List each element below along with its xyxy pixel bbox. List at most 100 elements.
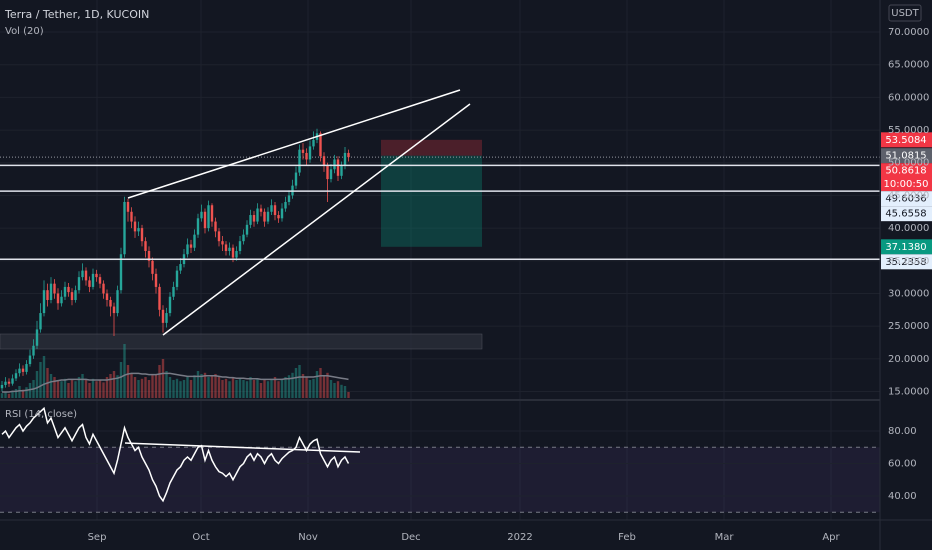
rsi-pane	[0, 406, 880, 513]
candle-body	[305, 152, 308, 160]
y-tick-label: 20.0000	[888, 354, 929, 365]
candle-body	[186, 244, 189, 255]
volume-bar	[284, 377, 287, 398]
candle-body	[193, 234, 196, 248]
volume-bar	[130, 374, 133, 398]
volume-bar	[154, 374, 158, 398]
volume-bar	[301, 374, 305, 398]
volume-bar	[263, 380, 266, 398]
price-label: 37.1380	[885, 242, 926, 253]
candle-body	[151, 260, 154, 274]
candle-body	[179, 264, 182, 271]
candle-body	[196, 218, 200, 235]
candle-body	[63, 286, 67, 297]
volume-bar	[256, 378, 259, 398]
candle-body	[252, 215, 256, 222]
candle-body	[203, 211, 207, 229]
candle-body	[133, 221, 137, 232]
candle-body	[67, 286, 70, 293]
price-label: 49.6036	[885, 194, 926, 205]
candle-body	[329, 169, 333, 180]
candle-body	[175, 270, 179, 287]
y-tick-label: 60.0000	[888, 92, 929, 103]
price-label: 50.8618	[885, 166, 926, 177]
volume-bar	[221, 380, 224, 398]
candle-body	[347, 152, 350, 158]
candle-body	[123, 201, 126, 255]
candle-body	[301, 149, 305, 153]
candle-body	[154, 273, 158, 287]
candle-body	[228, 247, 231, 251]
volume-bar	[210, 375, 214, 398]
volume-bar	[42, 356, 46, 398]
target-zone	[381, 155, 482, 247]
candle-body	[14, 373, 18, 379]
candle-body	[102, 283, 105, 294]
rsi-trendline	[124, 442, 361, 453]
candle-body	[249, 215, 252, 225]
candle-body	[53, 283, 56, 294]
candle-body	[91, 273, 95, 287]
candle-body	[319, 133, 322, 157]
price-label-box	[881, 191, 932, 207]
grid	[0, 0, 880, 520]
x-tick-label: Dec	[401, 532, 420, 543]
volume-bar	[172, 380, 175, 398]
countdown: 10:00:50	[884, 179, 929, 190]
volume-bar	[308, 380, 312, 398]
volume-bar	[217, 377, 221, 398]
candle-body	[11, 378, 14, 384]
candle-body	[147, 250, 151, 261]
volume-bar	[305, 377, 308, 398]
candle-body	[273, 205, 277, 216]
candle-body	[172, 286, 175, 297]
price-label-box	[881, 254, 932, 270]
volume-bar	[336, 381, 340, 398]
candle-body	[137, 228, 140, 232]
y-tick-label: 50.0000	[888, 158, 929, 169]
volume-bar	[67, 383, 70, 398]
y-tick-label: 65.0000	[888, 60, 929, 71]
candle-body	[77, 277, 81, 291]
volume	[0, 344, 350, 398]
candle-body	[343, 152, 347, 167]
rsi-tick-label: 80.00	[888, 426, 917, 437]
candle-body	[46, 290, 49, 300]
y-tick-label: 45.0000	[888, 190, 929, 201]
candle-body	[263, 211, 266, 222]
candle-body	[259, 208, 263, 212]
candle-body	[266, 211, 270, 222]
volume-bar	[151, 375, 154, 398]
chart-title: Terra / Tether, 1D, KUCOIN	[4, 8, 149, 21]
candle-body	[308, 146, 312, 160]
candle-body	[140, 228, 144, 242]
candle-body	[224, 244, 228, 251]
volume-bar	[102, 382, 105, 398]
volume-bar	[98, 380, 102, 398]
candle-body	[287, 195, 291, 202]
volume-bar	[270, 380, 273, 398]
candle-body	[105, 293, 109, 300]
candle-body	[49, 283, 53, 300]
rsi-tick-label: 60.00	[888, 459, 917, 470]
volume-bar	[18, 386, 21, 398]
candle-body	[7, 381, 11, 384]
candle-body	[256, 208, 259, 222]
volume-bar	[322, 375, 326, 398]
volume-bar	[116, 375, 119, 398]
y-tick-label: 30.0000	[888, 288, 929, 299]
candle-body	[238, 241, 242, 251]
volume-bar	[245, 381, 249, 398]
currency-box[interactable]	[888, 4, 922, 22]
volume-bar	[158, 365, 161, 398]
rsi-band	[0, 447, 880, 513]
volume-bar	[74, 381, 77, 398]
candle-body	[130, 211, 133, 222]
volume-bar	[91, 378, 95, 398]
price-label: 51.0815	[885, 151, 926, 162]
currency[interactable]: USDT	[891, 8, 919, 19]
volume-bar	[28, 383, 32, 398]
candle-body	[245, 224, 249, 235]
volume-bar	[329, 380, 333, 398]
